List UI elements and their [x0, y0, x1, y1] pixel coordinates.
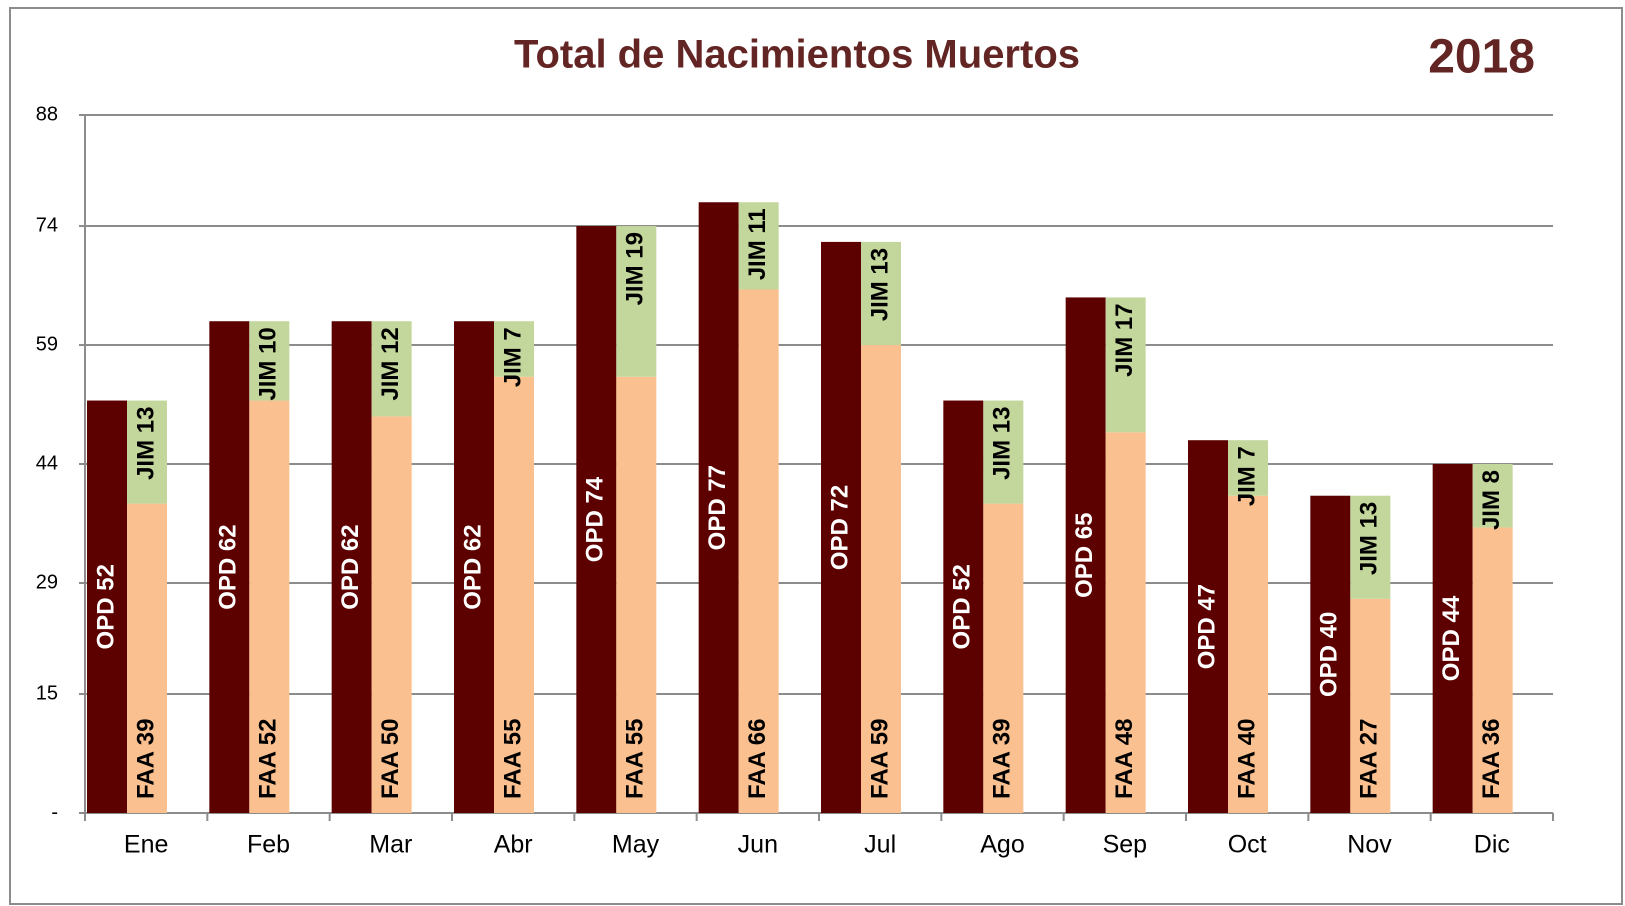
value-label: FAA 40: [1233, 719, 1260, 799]
bar: [454, 321, 494, 813]
bar: [1105, 432, 1146, 813]
bar: [494, 376, 534, 813]
value-label: JIM 13: [866, 248, 893, 321]
x-tick-label: Abr: [494, 831, 533, 859]
value-label: FAA 55: [499, 719, 526, 799]
chart-title: Total de Nacimientos Muertos: [514, 33, 1080, 77]
x-tick-label: Feb: [247, 831, 290, 859]
bar: [1228, 495, 1268, 813]
value-label: FAA 36: [1478, 719, 1505, 799]
bar: [127, 400, 167, 504]
bar: [861, 345, 901, 813]
bar: [821, 241, 861, 814]
bar: [371, 321, 412, 417]
value-label: OPD 62: [215, 524, 242, 609]
value-label: OPD 72: [826, 485, 853, 570]
bar: [127, 503, 167, 813]
bar: [249, 400, 290, 813]
bar: [738, 289, 779, 813]
value-label: JIM 7: [499, 327, 526, 387]
chart-subtitle: 2018: [1428, 31, 1535, 84]
value-label: JIM 8: [1478, 470, 1505, 530]
value-label: JIM 17: [1111, 303, 1138, 376]
bar: [616, 226, 657, 377]
bar: [87, 400, 127, 813]
value-label: FAA 66: [744, 719, 771, 799]
x-tick-label: Nov: [1347, 831, 1392, 859]
bar: [371, 416, 412, 813]
y-tick-label: 88: [36, 103, 58, 125]
value-label: FAA 48: [1111, 719, 1138, 799]
bar: [616, 376, 657, 813]
bar: [1472, 527, 1513, 813]
value-label: OPD 47: [1193, 584, 1220, 669]
bar: [698, 202, 739, 813]
bar: [1065, 297, 1106, 813]
value-label: OPD 62: [337, 524, 364, 609]
x-tick-label: Ago: [980, 831, 1024, 859]
value-label: FAA 39: [132, 719, 159, 799]
bar: [1350, 495, 1391, 599]
x-tick-label: May: [612, 831, 660, 859]
value-label: FAA 55: [622, 719, 649, 799]
value-label: FAA 52: [255, 719, 282, 799]
bar: [738, 202, 779, 290]
bar: [1228, 440, 1268, 496]
x-tick-label: Mar: [369, 831, 412, 859]
bar: [249, 321, 290, 401]
y-tick-label: 29: [36, 571, 58, 593]
bar: [943, 400, 984, 813]
bar: [494, 321, 534, 377]
value-label: JIM 7: [1233, 446, 1260, 506]
value-label: JIM 13: [1356, 502, 1383, 575]
value-label: OPD 62: [459, 524, 486, 609]
value-label: OPD 52: [92, 564, 119, 649]
value-label: JIM 10: [255, 327, 282, 400]
y-tick-label: 59: [36, 333, 58, 355]
bar: [1105, 297, 1146, 433]
bar: [1432, 464, 1473, 813]
bar: [1188, 440, 1228, 813]
bar: [1472, 464, 1513, 528]
bar: [576, 226, 617, 813]
value-label: OPD 40: [1316, 612, 1343, 697]
value-label: JIM 13: [132, 407, 159, 480]
value-label: FAA 39: [989, 719, 1016, 799]
x-tick-label: Jun: [738, 831, 778, 859]
value-label: OPD 52: [949, 564, 976, 649]
value-label: OPD 65: [1071, 513, 1098, 598]
x-tick-label: Ene: [124, 831, 168, 859]
x-tick-label: Jul: [864, 831, 896, 859]
value-label: OPD 44: [1438, 595, 1465, 681]
value-label: FAA 50: [377, 719, 404, 799]
y-tick-label: 44: [36, 452, 58, 474]
y-tick-label: 74: [36, 214, 58, 236]
value-label: JIM 13: [989, 407, 1016, 480]
bar: [1310, 495, 1351, 813]
value-label: FAA 59: [866, 719, 893, 799]
value-label: OPD 74: [582, 476, 609, 562]
value-label: OPD 77: [704, 465, 731, 550]
y-tick-label: 15: [36, 682, 58, 704]
bar: [331, 321, 372, 813]
value-label: JIM 19: [622, 232, 649, 305]
x-tick-label: Sep: [1103, 831, 1147, 859]
bar: [983, 400, 1024, 504]
bar: [983, 503, 1024, 813]
value-label: JIM 11: [744, 208, 771, 280]
y-tick-label: -: [51, 801, 58, 823]
bar: [1350, 598, 1391, 813]
value-label: JIM 12: [377, 327, 404, 400]
value-label: FAA 27: [1356, 719, 1383, 799]
x-tick-label: Dic: [1474, 831, 1510, 859]
bar: [861, 241, 901, 346]
bar: [209, 321, 250, 813]
x-tick-label: Oct: [1228, 831, 1267, 859]
